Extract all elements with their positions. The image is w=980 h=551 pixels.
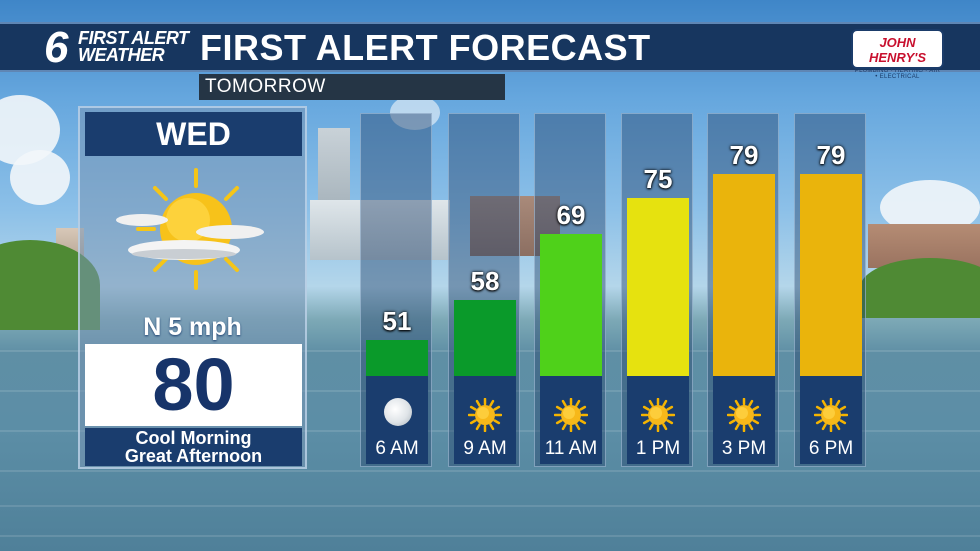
description-line-2: Great Afternoon: [124, 446, 263, 466]
temperature-label: 51: [382, 306, 412, 336]
logo-line-1: FIRST ALERT: [78, 28, 189, 48]
hour-column: 79 6 PM: [794, 113, 866, 467]
hour-column: 58 9 AM: [448, 113, 520, 467]
hour-column: 75 1 PM: [621, 113, 693, 467]
sun-icon: [814, 398, 848, 432]
hour-icon-box: 6 PM: [800, 376, 862, 464]
hour-time-label: 1 PM: [635, 438, 681, 459]
wind-speed: N 5 mph: [143, 313, 242, 341]
temperature-label: 79: [816, 139, 846, 170]
sponsor-name: JOHN HENRY'S: [868, 35, 927, 65]
temperature-bar: [627, 197, 689, 376]
sponsor-logo: JOHN HENRY'S PLUMBING • HEATING • AIR • …: [851, 29, 944, 80]
sun-with-clouds-icon: [114, 164, 274, 294]
temperature-bar: [540, 233, 602, 376]
page-title: FIRST ALERT FORECAST: [200, 27, 651, 68]
hour-time-label: 9 AM: [463, 438, 507, 459]
header-band: [0, 22, 980, 72]
sun-icon: [727, 398, 761, 432]
hour-time-label: 11 AM: [544, 438, 598, 459]
hour-icon-box: 1 PM: [627, 376, 689, 464]
subtitle: TOMORROW: [199, 74, 505, 100]
hour-time-label: 6 PM: [808, 438, 854, 459]
hour-icon-box: 11 AM: [540, 376, 602, 464]
sun-icon: [468, 398, 502, 432]
hour-icon-box: 6 AM: [366, 376, 428, 464]
temperature-bar: [366, 340, 428, 376]
station-logo-number: 6: [44, 23, 69, 72]
day-summary-panel: WED N 5 mph 80 Cool Morning Great Aftern…: [78, 106, 307, 469]
forecast-description: Cool Morning Great Afternoon: [85, 428, 302, 466]
temperature-label: 79: [729, 139, 759, 170]
temperature-label: 69: [556, 199, 586, 230]
hour-column: 69 11 AM: [534, 113, 606, 467]
temperature-bar: [713, 173, 775, 376]
temperature-bar: [800, 173, 862, 376]
hour-time-label: 6 AM: [375, 438, 419, 459]
high-temperature: 80: [85, 344, 302, 426]
moon-icon: [384, 398, 412, 426]
temperature-label: 58: [470, 265, 500, 296]
hour-column: 51 6 AM: [360, 113, 432, 467]
hour-icon-box: 3 PM: [713, 376, 775, 464]
hour-icon-box: 9 AM: [454, 376, 516, 464]
day-name: WED: [85, 112, 302, 156]
hour-time-label: 3 PM: [721, 438, 767, 459]
hour-column: 79 3 PM: [707, 113, 779, 467]
sun-icon: [641, 398, 675, 432]
sun-icon: [554, 398, 588, 432]
station-logo-text: FIRST ALERT WEATHER: [78, 28, 189, 65]
temperature-label: 75: [643, 163, 673, 194]
logo-line-2: WEATHER: [78, 45, 165, 65]
sponsor-tagline: PLUMBING • HEATING • AIR • ELECTRICAL: [854, 68, 941, 80]
temperature-bar: [454, 299, 516, 376]
description-line-1: Cool Morning: [135, 428, 252, 448]
